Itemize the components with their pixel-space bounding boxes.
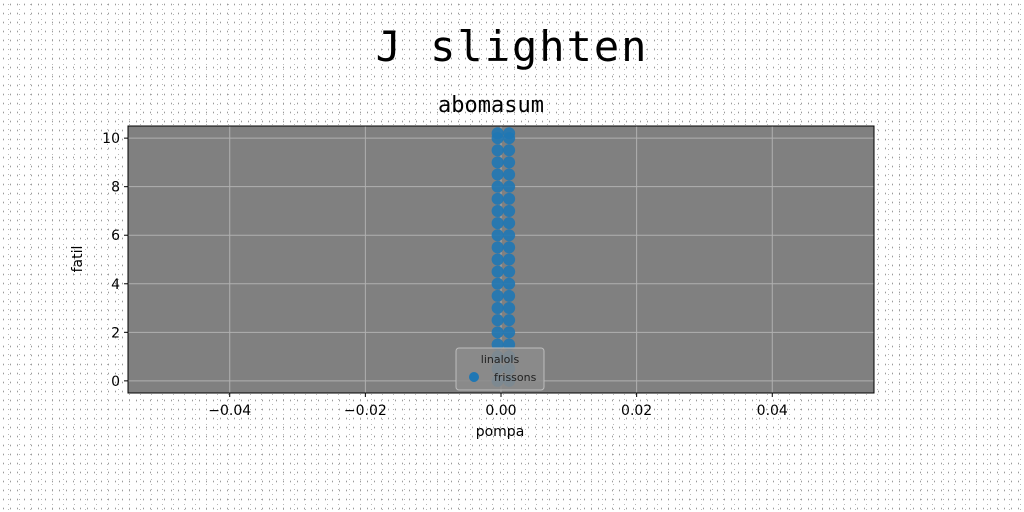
legend-entry-label: frissons [494, 371, 537, 384]
scatter-point [491, 127, 504, 140]
x-axis-ticks: −0.04 −0.02 0.00 0.02 0.04 [208, 393, 788, 419]
scatter-point [503, 217, 516, 230]
scatter-point [503, 204, 516, 217]
y-tick-label: 10 [102, 131, 120, 147]
scatter-point [503, 338, 516, 351]
scatter-point [503, 229, 516, 242]
scatter-point [503, 241, 516, 254]
legend: linalols frissons [455, 347, 545, 391]
scatter-point [491, 277, 504, 290]
scatter-point [503, 314, 516, 327]
scatter-point [491, 302, 504, 315]
x-tick-label: 0.04 [757, 403, 788, 419]
scatter-point [491, 192, 504, 205]
scatter-point [491, 144, 504, 157]
scatter-point [491, 204, 504, 217]
scatter-point [491, 253, 504, 266]
y-axis-ticks: 0 2 4 6 8 10 [102, 131, 128, 390]
scatter-point [491, 326, 504, 339]
scatter-point [491, 168, 504, 181]
x-tick-label: 0.00 [485, 403, 516, 419]
x-tick-label: −0.04 [208, 403, 251, 419]
y-tick-label: 0 [111, 374, 120, 390]
scatter-point [491, 338, 504, 351]
y-tick-label: 8 [111, 180, 120, 196]
scatter-point [491, 217, 504, 230]
scatter-point [491, 229, 504, 242]
x-axis-label: pompa [476, 424, 525, 440]
scatter-point [503, 168, 516, 181]
scatter-point [491, 241, 504, 254]
figure-suptitle: J slighten [375, 22, 649, 71]
scatter-point [491, 289, 504, 302]
scatter-point [491, 180, 504, 193]
y-tick-label: 6 [111, 228, 120, 244]
legend-marker [469, 372, 479, 382]
scatter-point [491, 314, 504, 327]
x-tick-label: −0.02 [344, 403, 387, 419]
scatter-point [503, 127, 516, 140]
scatter-point [491, 156, 504, 169]
scatter-point [503, 289, 516, 302]
legend-title: linalols [481, 353, 520, 366]
y-axis-label: fatil [70, 246, 86, 273]
scatter-point [503, 326, 516, 339]
scatter-point [503, 156, 516, 169]
scatter-point [491, 265, 504, 278]
scatter-point [503, 253, 516, 266]
scatter-point [503, 144, 516, 157]
y-tick-label: 4 [111, 277, 120, 293]
chart-title: abomasum [438, 93, 544, 118]
x-tick-label: 0.02 [621, 403, 652, 419]
scatter-point [503, 265, 516, 278]
scatter-series [491, 127, 516, 387]
scatter-point [503, 192, 516, 205]
scatter-point [503, 180, 516, 193]
scatter-point [503, 302, 516, 315]
y-tick-label: 2 [111, 325, 120, 341]
scatter-point [503, 277, 516, 290]
